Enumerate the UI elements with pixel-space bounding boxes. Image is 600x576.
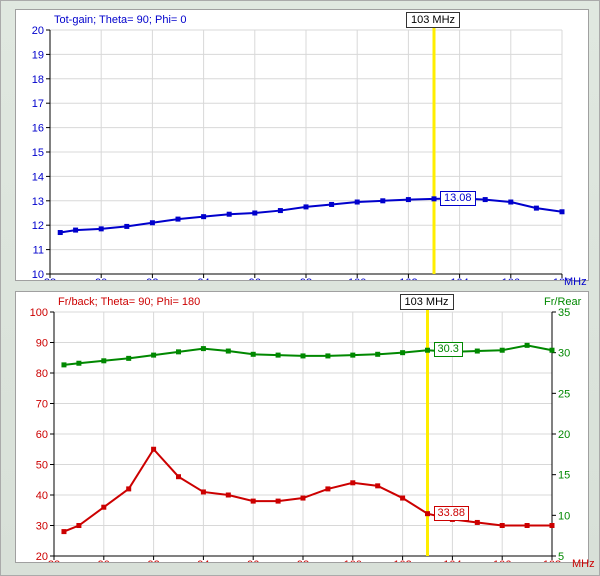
top-chart-title: Tot-gain; Theta= 90; Phi= 0 [54, 14, 187, 26]
svg-text:11: 11 [33, 245, 44, 257]
blue-cursor-value: 13.08 [440, 191, 476, 206]
svg-text:14: 14 [32, 171, 44, 183]
svg-text:13: 13 [32, 196, 44, 208]
cursor-label: 103 MHz [406, 12, 460, 28]
svg-text:15: 15 [558, 470, 570, 482]
svg-text:18: 18 [32, 74, 44, 86]
svg-text:30: 30 [558, 348, 570, 360]
chart-svg: 8890929496981001021041061081011121314151… [16, 10, 588, 280]
top-chart-panel: 8890929496981001021041061081011121314151… [15, 9, 589, 281]
svg-text:25: 25 [558, 388, 570, 400]
x-axis-unit: MHz [572, 558, 595, 570]
x-axis-unit: MHz [564, 276, 587, 288]
svg-text:40: 40 [36, 490, 48, 502]
svg-text:17: 17 [32, 98, 44, 110]
bottom-chart-title: Fr/back; Theta= 90; Phi= 180 [58, 296, 200, 308]
svg-text:20: 20 [32, 25, 44, 37]
svg-text:10: 10 [558, 510, 570, 522]
chart-svg: 8890929496981001021041061082030405060708… [16, 292, 588, 562]
svg-text:12: 12 [32, 220, 44, 232]
right-axis-label: Fr/Rear [544, 296, 581, 308]
svg-text:16: 16 [32, 123, 44, 135]
svg-text:10: 10 [32, 269, 44, 280]
svg-text:90: 90 [36, 338, 48, 350]
svg-text:35: 35 [558, 307, 570, 319]
svg-text:80: 80 [36, 368, 48, 380]
svg-text:100: 100 [30, 307, 48, 319]
svg-text:50: 50 [36, 460, 48, 472]
svg-text:60: 60 [36, 429, 48, 441]
svg-text:5: 5 [558, 551, 564, 562]
svg-text:30: 30 [36, 521, 48, 533]
svg-text:20: 20 [558, 429, 570, 441]
svg-text:19: 19 [32, 49, 44, 61]
bottom-chart-panel: 8890929496981001021041061082030405060708… [15, 291, 589, 563]
green-cursor-value: 30.3 [434, 342, 463, 357]
red-cursor-value: 33.88 [434, 506, 470, 521]
svg-text:70: 70 [36, 399, 48, 411]
cursor-label: 103 MHz [400, 294, 454, 310]
svg-text:20: 20 [36, 551, 48, 562]
svg-text:15: 15 [32, 147, 44, 159]
